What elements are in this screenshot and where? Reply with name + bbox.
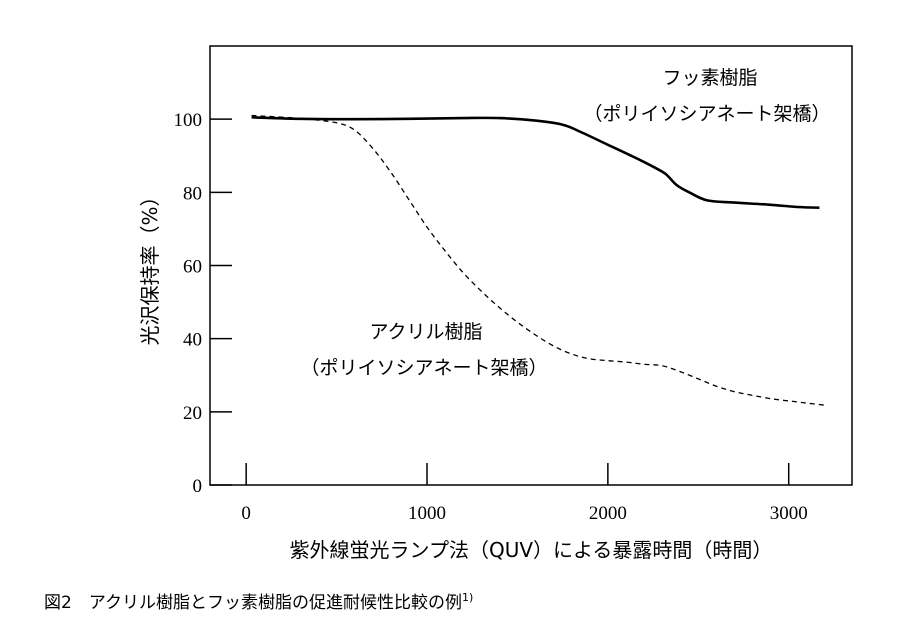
y-tick-label-40: 40 bbox=[183, 330, 202, 351]
series-label-acrylic-crosslink: （ポリイソシアネート架橋） bbox=[300, 357, 547, 379]
y-tick-label-20: 20 bbox=[183, 403, 202, 424]
x-tick-label-3000: 3000 bbox=[770, 503, 808, 524]
y-axis-ticks: 0 20 40 60 80 100 bbox=[174, 110, 232, 497]
y-axis-title: 光沢保持率（%） bbox=[138, 186, 162, 345]
x-tick-label-2000: 2000 bbox=[589, 503, 627, 524]
y-tick-label-0: 0 bbox=[193, 476, 203, 497]
series-label-fluororesin: フッ素樹脂 bbox=[662, 67, 757, 89]
series-label-acrylic: アクリル樹脂 bbox=[369, 321, 482, 343]
series-layer bbox=[251, 114, 825, 406]
x-axis-title: 紫外線蛍光ランプ法（QUV）による暴露時間（時間） bbox=[290, 538, 773, 562]
series-label-fluororesin-crosslink: （ポリイソシアネート架橋） bbox=[583, 103, 830, 125]
figure-caption: 図2 アクリル樹脂とフッ素樹脂の促進耐候性比較の例1) bbox=[44, 588, 473, 613]
gloss-retention-chart: 0 1000 2000 3000 0 20 40 60 80 100 紫外線蛍光ランプ法（QUV… bbox=[138, 45, 853, 562]
x-tick-label-0: 0 bbox=[241, 503, 251, 524]
y-tick-label-100: 100 bbox=[174, 110, 203, 131]
y-tick-label-80: 80 bbox=[183, 183, 202, 204]
series-line-fluororesin bbox=[251, 116, 820, 209]
x-tick-label-1000: 1000 bbox=[408, 503, 446, 524]
caption-reference: 1) bbox=[461, 591, 474, 604]
y-tick-label-60: 60 bbox=[183, 257, 202, 278]
caption-text: 図2 アクリル樹脂とフッ素樹脂の促進耐候性比較の例 bbox=[44, 593, 462, 613]
x-axis-ticks: 0 1000 2000 3000 bbox=[241, 463, 808, 524]
